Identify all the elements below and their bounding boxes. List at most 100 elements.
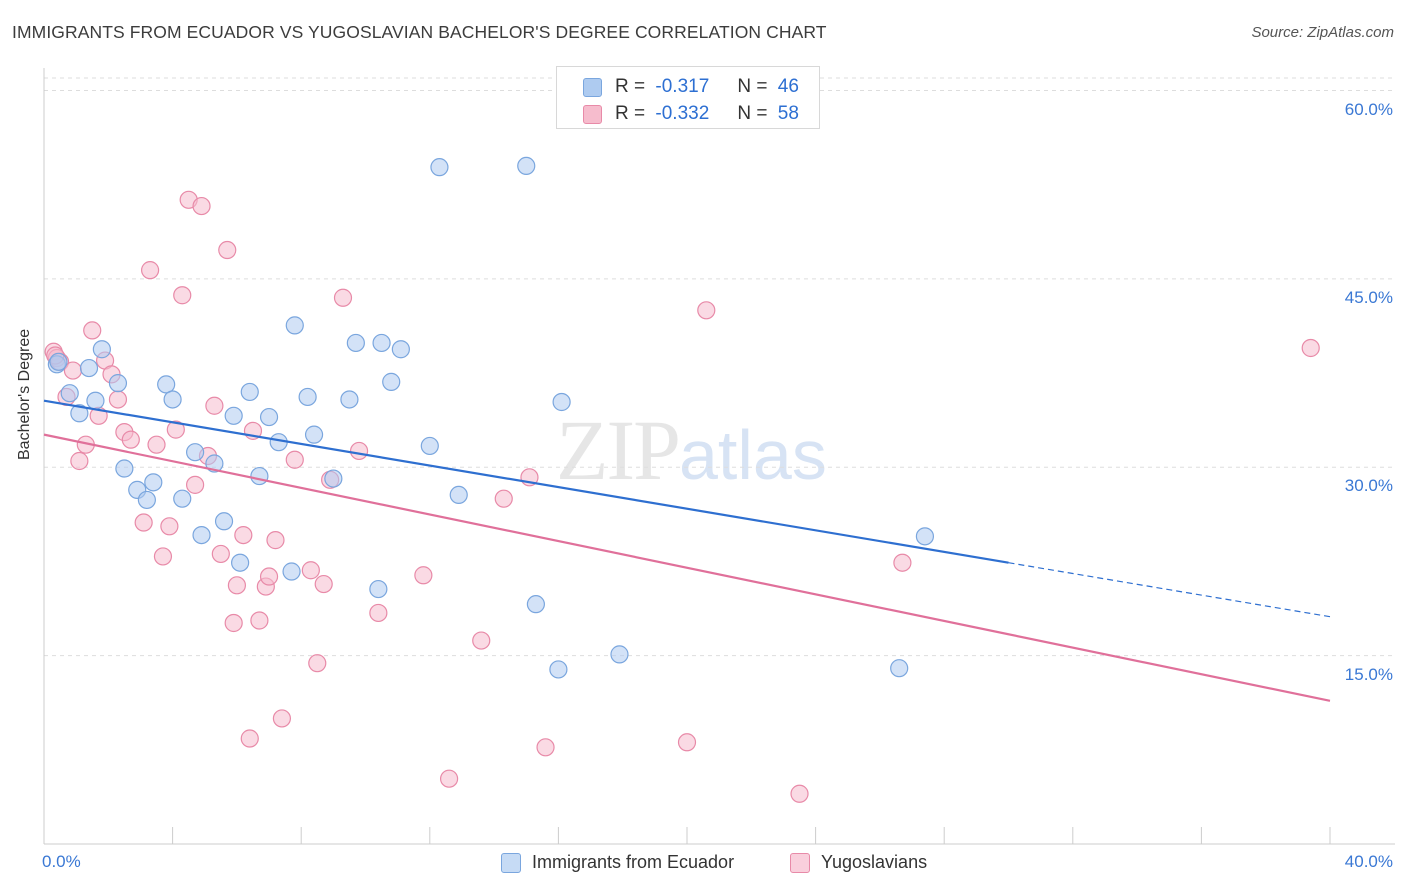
point-yugoslavians [314,574,333,594]
point-immigrants-from-ecuador [70,404,89,423]
point-immigrants-from-ecuador [205,454,224,473]
point-yugoslavians [308,654,327,673]
point-immigrants-from-ecuador [420,436,439,456]
point-yugoslavians [205,396,224,415]
point-yugoslavians [414,566,433,585]
point-yugoslavians [677,733,697,752]
point-yugoslavians [186,475,205,494]
point-immigrants-from-ecuador [285,316,304,335]
n-label: N = [737,103,768,124]
point-yugoslavians [134,513,153,532]
point-yugoslavians [790,784,809,803]
point-immigrants-from-ecuador [108,374,128,393]
legend-swatch-pink [790,852,810,873]
point-yugoslavians [160,517,179,536]
point-yugoslavians [121,430,140,449]
legend-swatch-blue [501,852,521,873]
point-immigrants-from-ecuador [391,340,410,359]
point-yugoslavians [1301,338,1320,358]
point-immigrants-from-ecuador [369,579,388,599]
point-yugoslavians [333,288,353,307]
point-immigrants-from-ecuador [214,512,234,531]
point-immigrants-from-ecuador [324,469,343,488]
point-yugoslavians [147,435,166,454]
point-yugoslavians [108,390,128,409]
point-yugoslavians [285,450,304,469]
point-yugoslavians [173,286,192,305]
point-yugoslavians [272,709,292,728]
y-tick-label: 30.0% [1344,476,1393,496]
r-value: -0.332 [655,103,710,124]
trend-line-yugoslavians [43,433,1331,702]
point-yugoslavians [259,567,279,586]
legend-item-ecuador: Immigrants from Ecuador [501,852,734,873]
point-immigrants-from-ecuador [115,459,134,478]
point-yugoslavians [166,420,185,439]
legend-row-yugoslavians: R = -0.332 N = 58 [583,103,799,125]
point-immigrants-from-ecuador [382,372,401,391]
x-tick-label: 40.0% [1344,852,1393,871]
point-immigrants-from-ecuador [49,352,68,371]
point-immigrants-from-ecuador [92,340,111,359]
legend-swatch-blue [583,77,602,97]
point-yugoslavians [240,729,259,748]
point-immigrants-from-ecuador [915,527,935,546]
trend-line-extension-ecuador [1008,562,1331,618]
point-yugoslavians [266,531,285,550]
point-yugoslavians [893,553,912,572]
point-yugoslavians [227,576,246,595]
point-immigrants-from-ecuador [144,473,163,492]
point-immigrants-from-ecuador [449,485,468,505]
point-yugoslavians [439,769,459,788]
trend-line-immigrants-from-ecuador [43,399,1009,564]
y-axis-label: Bachelor's Degree [16,328,33,460]
point-yugoslavians [83,321,102,340]
point-yugoslavians [349,441,369,461]
axes [43,68,1395,845]
point-yugoslavians [472,631,491,650]
point-immigrants-from-ecuador [549,660,568,679]
point-immigrants-from-ecuador [526,595,545,614]
series-immigrants-from-ecuador [47,156,935,679]
point-immigrants-from-ecuador [86,391,105,410]
point-yugoslavians [536,738,555,757]
point-yugoslavians [494,489,513,508]
point-immigrants-from-ecuador [304,425,324,444]
n-value: 46 [777,76,799,97]
point-yugoslavians [301,561,320,580]
legend-swatch-pink [583,104,602,124]
point-immigrants-from-ecuador [173,489,192,508]
r-label: R = [615,76,646,97]
series-yugoslavians [44,190,1320,803]
point-immigrants-from-ecuador [372,333,391,353]
point-immigrants-from-ecuador [552,392,571,412]
point-immigrants-from-ecuador [224,406,243,425]
point-immigrants-from-ecuador [137,490,156,510]
point-immigrants-from-ecuador [60,384,79,403]
chart-title: IMMIGRANTS FROM ECUADOR VS YUGOSLAVIAN B… [12,22,827,42]
r-value: -0.317 [655,76,710,97]
legend-item-yugoslavians: Yugoslavians [790,852,927,873]
point-immigrants-from-ecuador [157,375,176,394]
watermark-atlas: atlas [679,416,827,494]
point-yugoslavians [369,603,388,623]
trend-lines [43,399,1331,702]
watermark-zip: ZIP [556,402,681,498]
point-immigrants-from-ecuador [163,390,182,409]
point-yugoslavians [211,544,230,564]
n-value: 58 [777,103,799,124]
point-yugoslavians [224,613,243,633]
point-immigrants-from-ecuador [340,390,359,409]
point-yugoslavians [70,451,89,471]
r-label: R = [615,103,646,124]
y-tick-label: 15.0% [1344,664,1393,684]
point-immigrants-from-ecuador [192,525,211,545]
point-immigrants-from-ecuador [890,659,909,678]
y-tick-label: 45.0% [1344,287,1393,307]
point-immigrants-from-ecuador [259,407,279,427]
point-immigrants-from-ecuador [250,466,269,486]
watermark: ZIPatlas [556,400,827,500]
point-immigrants-from-ecuador [282,562,301,581]
point-immigrants-from-ecuador [231,553,250,572]
